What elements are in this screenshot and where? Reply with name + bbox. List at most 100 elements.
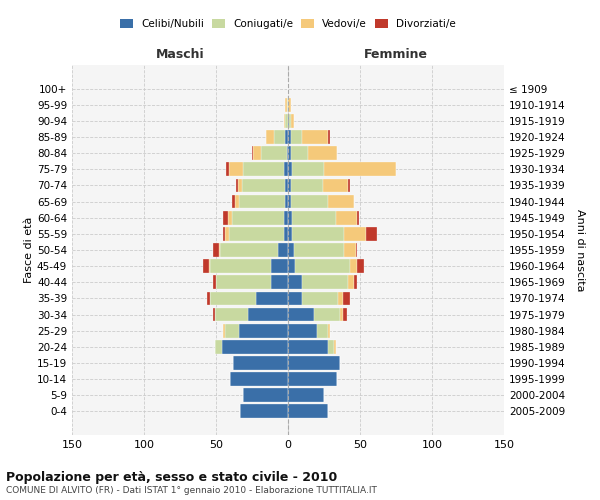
Bar: [278, 243, 288, 257]
Bar: [238, 178, 242, 192]
Bar: [288, 260, 295, 273]
Bar: [213, 276, 216, 289]
Bar: [288, 162, 292, 176]
Bar: [314, 308, 340, 322]
Bar: [302, 130, 328, 144]
Bar: [323, 178, 349, 192]
Bar: [288, 292, 302, 306]
Bar: [334, 340, 335, 353]
Bar: [215, 340, 222, 353]
Bar: [236, 178, 238, 192]
Bar: [366, 227, 377, 240]
Bar: [284, 162, 288, 176]
Bar: [244, 388, 288, 402]
Bar: [308, 146, 337, 160]
Bar: [340, 308, 343, 322]
Bar: [288, 194, 291, 208]
Bar: [285, 178, 288, 192]
Bar: [288, 276, 302, 289]
Bar: [288, 178, 291, 192]
Bar: [233, 356, 288, 370]
Bar: [215, 308, 248, 322]
Bar: [288, 227, 292, 240]
Bar: [356, 243, 357, 257]
Bar: [288, 372, 337, 386]
Bar: [344, 243, 356, 257]
Bar: [219, 243, 220, 257]
Bar: [288, 243, 294, 257]
Bar: [230, 372, 288, 386]
Bar: [292, 162, 324, 176]
Bar: [349, 178, 350, 192]
Bar: [244, 162, 284, 176]
Bar: [324, 162, 396, 176]
Y-axis label: Anni di nascita: Anni di nascita: [575, 209, 585, 291]
Text: Popolazione per età, sesso e stato civile - 2010: Popolazione per età, sesso e stato civil…: [6, 471, 337, 484]
Bar: [229, 162, 244, 176]
Legend: Celibi/Nubili, Coniugati/e, Vedovi/e, Divorziati/e: Celibi/Nubili, Coniugati/e, Vedovi/e, Di…: [116, 14, 460, 34]
Bar: [291, 146, 308, 160]
Bar: [242, 178, 285, 192]
Bar: [224, 324, 239, 338]
Bar: [288, 308, 314, 322]
Bar: [256, 292, 288, 306]
Y-axis label: Fasce di età: Fasce di età: [24, 217, 34, 283]
Bar: [239, 324, 288, 338]
Bar: [288, 98, 291, 112]
Bar: [229, 227, 284, 240]
Bar: [288, 211, 292, 224]
Bar: [210, 260, 271, 273]
Bar: [292, 211, 335, 224]
Bar: [284, 114, 285, 128]
Bar: [213, 243, 219, 257]
Bar: [343, 308, 347, 322]
Bar: [285, 114, 288, 128]
Bar: [343, 292, 350, 306]
Bar: [284, 211, 288, 224]
Bar: [354, 276, 357, 289]
Bar: [239, 194, 285, 208]
Bar: [291, 194, 328, 208]
Bar: [260, 146, 287, 160]
Bar: [235, 194, 239, 208]
Bar: [287, 146, 288, 160]
Text: COMUNE DI ALVITO (FR) - Dati ISTAT 1° gennaio 2010 - Elaborazione TUTTITALIA.IT: COMUNE DI ALVITO (FR) - Dati ISTAT 1° ge…: [6, 486, 377, 495]
Bar: [328, 194, 354, 208]
Bar: [349, 276, 354, 289]
Bar: [227, 211, 232, 224]
Bar: [357, 260, 364, 273]
Bar: [208, 292, 210, 306]
Bar: [291, 130, 302, 144]
Bar: [328, 340, 334, 353]
Bar: [226, 162, 229, 176]
Bar: [302, 276, 349, 289]
Bar: [285, 130, 288, 144]
Bar: [271, 260, 288, 273]
Bar: [266, 130, 274, 144]
Bar: [328, 130, 330, 144]
Bar: [285, 194, 288, 208]
Bar: [216, 276, 271, 289]
Bar: [344, 227, 366, 240]
Bar: [210, 292, 256, 306]
Bar: [213, 308, 215, 322]
Bar: [338, 292, 343, 306]
Bar: [288, 114, 289, 128]
Bar: [328, 324, 330, 338]
Bar: [335, 211, 357, 224]
Bar: [209, 260, 210, 273]
Bar: [203, 260, 209, 273]
Bar: [302, 292, 338, 306]
Bar: [291, 114, 294, 128]
Bar: [288, 388, 324, 402]
Bar: [284, 227, 288, 240]
Bar: [241, 404, 288, 418]
Bar: [285, 98, 287, 112]
Bar: [271, 276, 288, 289]
Bar: [288, 324, 317, 338]
Bar: [288, 130, 291, 144]
Bar: [288, 404, 328, 418]
Bar: [274, 130, 285, 144]
Bar: [248, 308, 288, 322]
Bar: [220, 243, 278, 257]
